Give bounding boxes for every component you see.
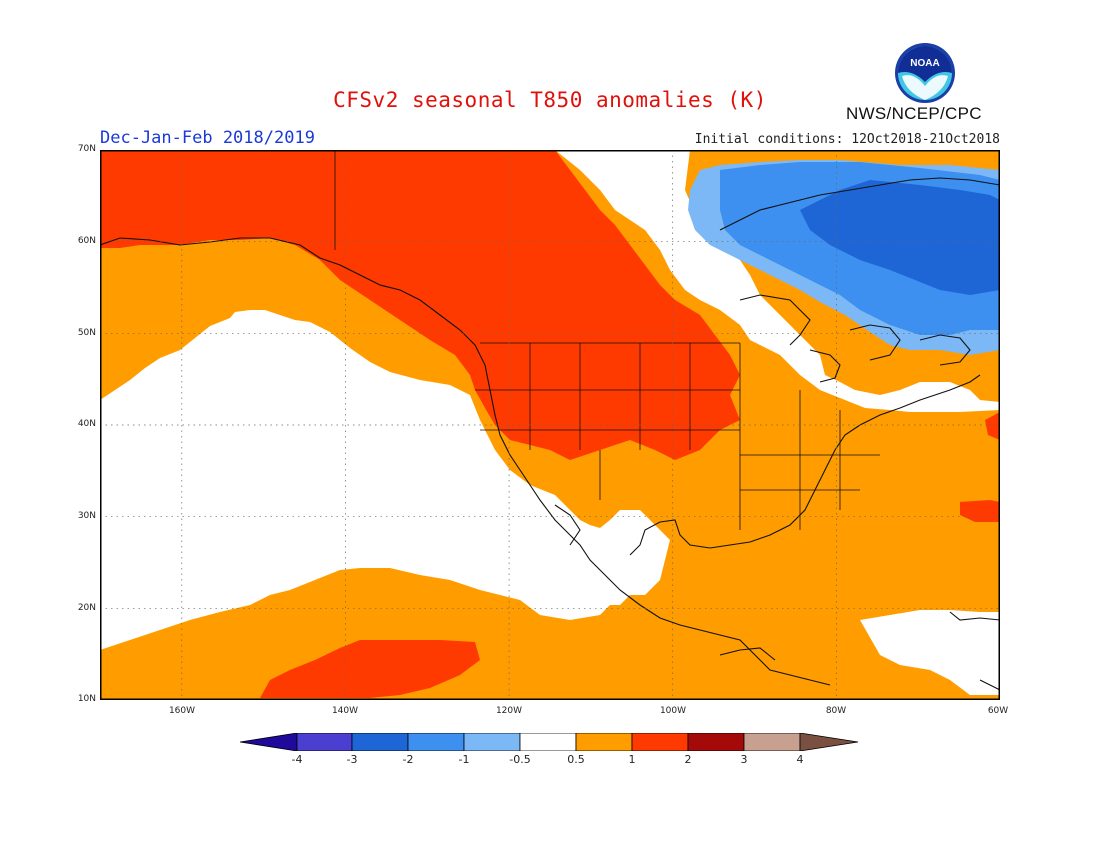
colorbar-label: 4 [796,753,804,766]
colorbar-swatch [743,732,801,752]
colorbar-label: 1 [628,753,636,766]
lat-label: 30N [77,511,96,521]
initial-conditions: Initial conditions: 12Oct2018-21Oct2018 [694,132,1000,147]
anomaly-1-2-region-pacific [260,640,480,698]
coastlines [100,177,1000,691]
colorbar-swatch [463,732,521,752]
lon-label: 120W [495,706,523,716]
colorbar-swatch [575,732,633,752]
colorbar-label: -4 [291,753,303,766]
lon-label: 80W [825,706,847,716]
political-borders [334,150,880,530]
colorbar-label: -3 [346,753,358,766]
colorbar-label: -1 [458,753,470,766]
anomaly-1-2-region-coast [985,412,1000,440]
colorbar-label: 2 [684,753,692,766]
lat-label: 10N [77,694,96,704]
colorbar-swatch-gt-4 [799,732,859,752]
noaa-logo: NOAA [894,42,956,104]
colorbar-label: -2 [402,753,414,766]
lon-label: 100W [659,706,687,716]
colorbar-swatch [519,732,577,752]
colorbar [239,732,860,755]
colorbar-label: 3 [740,753,748,766]
map-frame [100,150,1000,700]
lon-label: 60W [987,706,1009,716]
lat-label: 50N [77,328,96,338]
colorbar-swatch [296,732,353,752]
colorbar-swatch [687,732,745,752]
logo-text: NOAA [910,58,939,69]
lat-lon-grid [100,150,1000,700]
agency-label: NWS/NCEP/CPC [846,104,982,123]
colorbar-label: -0.5 [509,753,531,766]
colorbar-swatch-lt-4 [239,732,298,752]
lat-label: 70N [77,144,96,154]
colorbar-label: 0.5 [567,753,585,766]
lat-label: 60N [77,236,96,246]
map-title: CFSv2 seasonal T850 anomalies (K) [333,88,767,112]
anomaly-map [100,150,1000,700]
anomaly-neg-2-3-region [800,180,1000,295]
lat-label: 40N [77,419,96,429]
neutral-region-canada [555,150,1000,412]
colorbar-swatch [407,732,465,752]
lon-label: 140W [331,706,359,716]
lon-label: 160W [168,706,196,716]
lat-label: 20N [77,603,96,613]
neutral-region-caribbean [860,610,1000,695]
neutral-region-pacific [100,310,670,650]
colorbar-swatch [631,732,689,752]
season-label: Dec-Jan-Feb 2018/2019 [100,128,315,148]
colorbar-swatch [351,732,409,752]
